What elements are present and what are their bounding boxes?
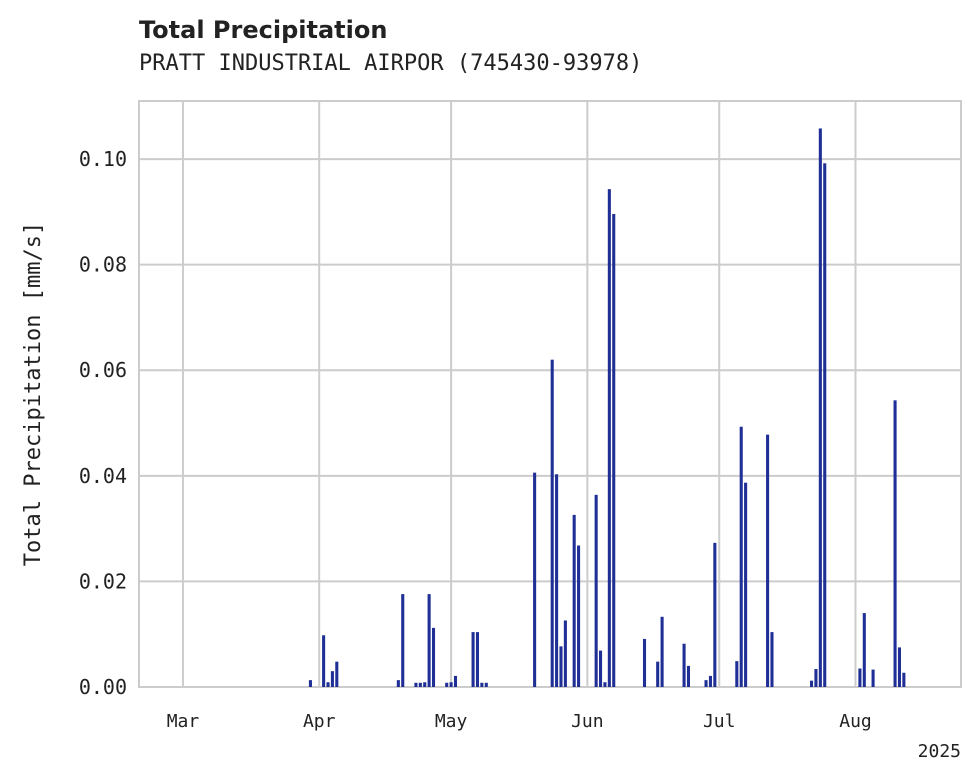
precip-bar bbox=[871, 669, 875, 687]
y-tick-label: 0.08 bbox=[79, 253, 127, 277]
precip-bar bbox=[563, 620, 567, 687]
precip-bar bbox=[686, 665, 691, 687]
precip-bar bbox=[427, 594, 431, 687]
x-tick-label: Jul bbox=[703, 711, 736, 732]
x-tick-label: Mar bbox=[167, 711, 200, 732]
precip-bar bbox=[810, 680, 814, 687]
precip-bar bbox=[612, 213, 616, 688]
precip-bar bbox=[418, 682, 422, 687]
bars bbox=[308, 128, 906, 688]
year-label: 2025 bbox=[918, 741, 961, 762]
precip-bar bbox=[445, 682, 449, 687]
precip-bar bbox=[322, 635, 326, 687]
y-tick-labels: 0.00 0.02 0.04 0.06 0.08 0.10 bbox=[79, 147, 127, 699]
precip-bar bbox=[642, 638, 647, 687]
precip-bar bbox=[414, 682, 418, 687]
precip-bar bbox=[326, 682, 330, 687]
chart-title: Total Precipitation bbox=[139, 16, 388, 44]
chart-subtitle: PRATT INDUSTRIAL AIRPOR (745430-93978) bbox=[139, 51, 643, 76]
precip-bar bbox=[449, 682, 453, 687]
precip-bar bbox=[423, 682, 427, 687]
precip-bar bbox=[453, 675, 458, 687]
y-axis-label: Total Precipitation [mm/s] bbox=[21, 222, 46, 566]
precip-bar bbox=[744, 482, 748, 687]
precip-bar bbox=[862, 613, 866, 687]
y-tick-label: 0.02 bbox=[79, 569, 127, 593]
precip-bar bbox=[814, 669, 818, 687]
precip-bar bbox=[555, 474, 559, 687]
x-tick-label: Aug bbox=[839, 711, 872, 732]
precip-bar bbox=[682, 643, 686, 687]
precip-bar bbox=[858, 668, 862, 687]
precip-bar bbox=[823, 163, 827, 687]
precip-bar bbox=[893, 400, 897, 687]
precip-bar bbox=[735, 661, 739, 687]
precip-bar bbox=[739, 426, 743, 687]
precip-bar bbox=[559, 646, 563, 687]
x-tick-labels: Mar Apr May Jun Jul Aug bbox=[167, 711, 872, 732]
precip-bar bbox=[770, 632, 774, 687]
precip-bar bbox=[599, 650, 603, 687]
x-tick-label: Apr bbox=[303, 711, 336, 732]
plot-frame bbox=[138, 100, 962, 688]
precip-bar bbox=[897, 647, 901, 687]
precip-bar bbox=[708, 675, 712, 687]
precip-bar bbox=[607, 189, 611, 687]
precip-bar bbox=[396, 680, 400, 687]
precip-bar bbox=[713, 542, 717, 687]
precip-bar bbox=[766, 434, 770, 687]
y-tick-label: 0.10 bbox=[79, 147, 127, 171]
precip-bar bbox=[431, 627, 436, 687]
precip-bar bbox=[572, 514, 576, 687]
precip-bar bbox=[471, 632, 475, 687]
precip-bar bbox=[704, 680, 708, 687]
precip-bar bbox=[480, 682, 484, 687]
precip-bar bbox=[818, 128, 822, 687]
precip-bar bbox=[330, 671, 334, 687]
precip-bar bbox=[603, 682, 607, 687]
x-tick-label: May bbox=[435, 711, 468, 732]
x-tick-label: Jun bbox=[571, 711, 604, 732]
precip-bar bbox=[577, 545, 581, 687]
precip-bar bbox=[484, 682, 488, 687]
precip-bar bbox=[475, 632, 480, 687]
precip-bar bbox=[656, 661, 660, 687]
precip-bar bbox=[902, 672, 906, 687]
y-tick-label: 0.04 bbox=[79, 464, 127, 488]
precip-bar bbox=[660, 616, 664, 687]
precip-bar bbox=[401, 594, 405, 687]
precip-bar bbox=[308, 680, 312, 687]
precip-bar bbox=[533, 472, 537, 687]
precip-bar bbox=[594, 494, 598, 687]
y-tick-label: 0.06 bbox=[79, 358, 127, 382]
y-tick-label: 0.00 bbox=[79, 675, 127, 699]
precip-bar bbox=[335, 661, 339, 687]
precip-bar bbox=[550, 359, 554, 687]
grid-lines bbox=[139, 101, 961, 687]
